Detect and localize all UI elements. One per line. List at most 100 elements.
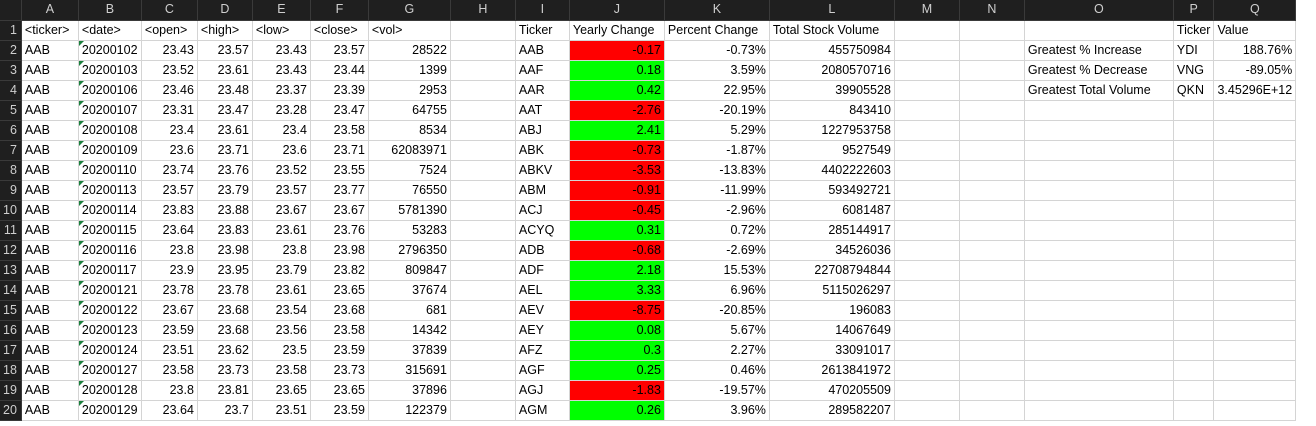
cell-f[interactable]: 23.98: [310, 240, 369, 261]
cell-h[interactable]: [450, 120, 516, 141]
cell-a[interactable]: AAB: [21, 360, 79, 381]
cell-d[interactable]: 23.47: [197, 100, 253, 121]
cell-f[interactable]: 23.77: [310, 180, 369, 201]
cell-i[interactable]: AGJ: [515, 380, 570, 401]
cell-p[interactable]: [1173, 260, 1215, 281]
cell-k[interactable]: 6.96%: [664, 280, 770, 301]
cell-j[interactable]: -8.75: [569, 300, 665, 321]
cell-n[interactable]: [959, 220, 1025, 241]
cell-h[interactable]: [450, 200, 516, 221]
cell-g[interactable]: <vol>: [368, 20, 451, 41]
cell-k[interactable]: 3.59%: [664, 60, 770, 81]
cell-e[interactable]: 23.79: [252, 260, 311, 281]
column-header-n[interactable]: N: [959, 0, 1025, 21]
column-header-q[interactable]: Q: [1213, 0, 1297, 21]
cell-p[interactable]: [1173, 360, 1215, 381]
cell-i[interactable]: ABKV: [515, 160, 570, 181]
cell-d[interactable]: 23.81: [197, 380, 253, 401]
column-header-j[interactable]: J: [569, 0, 665, 21]
cell-i[interactable]: AAR: [515, 80, 570, 101]
cell-i[interactable]: ADB: [515, 240, 570, 261]
cell-a[interactable]: AAB: [21, 40, 79, 61]
cell-m[interactable]: [894, 340, 960, 361]
cell-b[interactable]: 20200117: [78, 260, 142, 281]
cell-i[interactable]: ABK: [515, 140, 570, 161]
cell-p[interactable]: QKN: [1173, 80, 1215, 101]
cell-d[interactable]: 23.95: [197, 260, 253, 281]
cell-j[interactable]: -2.76: [569, 100, 665, 121]
cell-n[interactable]: [959, 140, 1025, 161]
cell-h[interactable]: [450, 160, 516, 181]
row-header[interactable]: 11: [0, 220, 22, 241]
cell-k[interactable]: Percent Change: [664, 20, 770, 41]
cell-k[interactable]: 0.72%: [664, 220, 770, 241]
cell-p[interactable]: [1173, 280, 1215, 301]
row-header[interactable]: 19: [0, 380, 22, 401]
cell-e[interactable]: 23.52: [252, 160, 311, 181]
cell-o[interactable]: Greatest % Increase: [1024, 40, 1174, 61]
cell-j[interactable]: 0.26: [569, 400, 665, 421]
column-header-e[interactable]: E: [252, 0, 311, 21]
cell-o[interactable]: [1024, 300, 1174, 321]
cell-f[interactable]: 23.39: [310, 80, 369, 101]
cell-i[interactable]: ABJ: [515, 120, 570, 141]
row-header[interactable]: 17: [0, 340, 22, 361]
cell-m[interactable]: [894, 400, 960, 421]
cell-c[interactable]: 23.4: [141, 120, 198, 141]
cell-m[interactable]: [894, 140, 960, 161]
cell-j[interactable]: 0.18: [569, 60, 665, 81]
cell-f[interactable]: 23.47: [310, 100, 369, 121]
cell-a[interactable]: AAB: [21, 380, 79, 401]
row-header[interactable]: 20: [0, 400, 22, 421]
cell-n[interactable]: [959, 40, 1025, 61]
cell-n[interactable]: [959, 120, 1025, 141]
cell-e[interactable]: 23.56: [252, 320, 311, 341]
cell-e[interactable]: 23.5: [252, 340, 311, 361]
cell-j[interactable]: -0.17: [569, 40, 665, 61]
cell-g[interactable]: 681: [368, 300, 451, 321]
cell-j[interactable]: 0.42: [569, 80, 665, 101]
row-header[interactable]: 5: [0, 100, 22, 121]
cell-h[interactable]: [450, 100, 516, 121]
cell-h[interactable]: [450, 60, 516, 81]
cell-n[interactable]: [959, 100, 1025, 121]
cell-d[interactable]: 23.62: [197, 340, 253, 361]
cell-l[interactable]: 39905528: [769, 80, 895, 101]
cell-k[interactable]: 5.29%: [664, 120, 770, 141]
cell-l[interactable]: Total Stock Volume: [769, 20, 895, 41]
cell-n[interactable]: [959, 200, 1025, 221]
cell-l[interactable]: 14067649: [769, 320, 895, 341]
cell-m[interactable]: [894, 200, 960, 221]
cell-i[interactable]: ACJ: [515, 200, 570, 221]
cell-q[interactable]: [1213, 100, 1297, 121]
cell-b[interactable]: 20200127: [78, 360, 142, 381]
cell-o[interactable]: [1024, 360, 1174, 381]
cell-g[interactable]: 37839: [368, 340, 451, 361]
cell-p[interactable]: [1173, 340, 1215, 361]
cell-m[interactable]: [894, 320, 960, 341]
cell-j[interactable]: -3.53: [569, 160, 665, 181]
cell-n[interactable]: [959, 400, 1025, 421]
cell-c[interactable]: 23.58: [141, 360, 198, 381]
cell-g[interactable]: 8534: [368, 120, 451, 141]
cell-l[interactable]: 196083: [769, 300, 895, 321]
cell-e[interactable]: 23.58: [252, 360, 311, 381]
cell-e[interactable]: 23.51: [252, 400, 311, 421]
cell-n[interactable]: [959, 300, 1025, 321]
cell-q[interactable]: -89.05%: [1213, 60, 1297, 81]
cell-f[interactable]: 23.67: [310, 200, 369, 221]
cell-b[interactable]: 20200106: [78, 80, 142, 101]
cell-o[interactable]: Greatest Total Volume: [1024, 80, 1174, 101]
cell-b[interactable]: 20200122: [78, 300, 142, 321]
cell-j[interactable]: -0.73: [569, 140, 665, 161]
cell-i[interactable]: AAB: [515, 40, 570, 61]
cell-m[interactable]: [894, 180, 960, 201]
cell-n[interactable]: [959, 260, 1025, 281]
cell-h[interactable]: [450, 40, 516, 61]
column-header-m[interactable]: M: [894, 0, 960, 21]
cell-d[interactable]: 23.61: [197, 120, 253, 141]
cell-g[interactable]: 809847: [368, 260, 451, 281]
cell-b[interactable]: 20200108: [78, 120, 142, 141]
cell-a[interactable]: <ticker>: [21, 20, 79, 41]
cell-d[interactable]: 23.78: [197, 280, 253, 301]
